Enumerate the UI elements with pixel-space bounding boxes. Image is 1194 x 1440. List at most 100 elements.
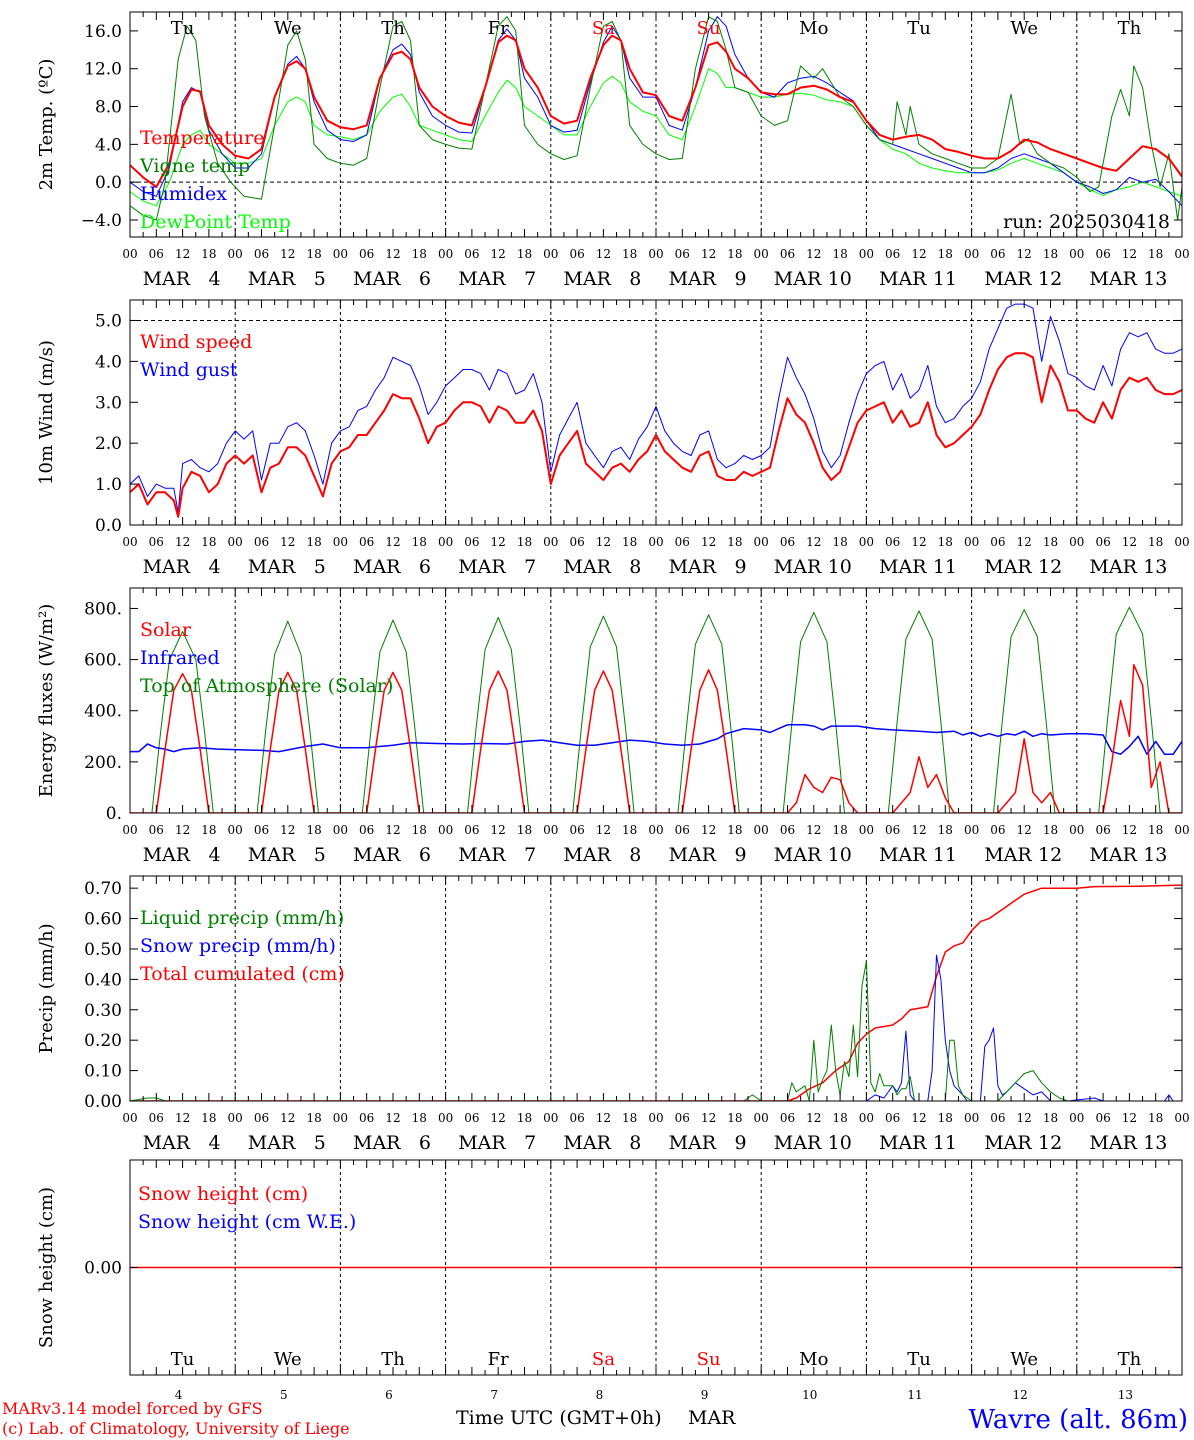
series-line-wind-gust <box>130 303 1182 514</box>
hour-tick-label: 06 <box>1095 1111 1110 1125</box>
day-of-week-label: We <box>1010 1349 1038 1370</box>
hour-tick-label: 06 <box>780 247 795 261</box>
legend-entry: Temperature <box>140 127 264 149</box>
hour-tick-label: 18 <box>622 535 637 549</box>
hour-tick-label: 12 <box>1122 535 1137 549</box>
y-axis-label-energy: Energy fluxes (W/m²) <box>36 604 57 798</box>
hour-tick-label: 18 <box>832 823 847 837</box>
date-month-label: MAR <box>669 1132 717 1154</box>
date-month-label: MAR <box>669 556 717 578</box>
day-of-week-label: Sa <box>592 1349 615 1370</box>
hour-tick-label: 06 <box>990 823 1005 837</box>
series-line-top-of-atmosphere-solar- <box>130 606 1182 813</box>
date-month-label: MAR <box>1089 1132 1137 1154</box>
hour-tick-label: 12 <box>911 823 926 837</box>
hour-tick-label: 06 <box>359 1111 374 1125</box>
date-month-label: MAR <box>984 844 1032 866</box>
date-month-label: MAR <box>458 1132 506 1154</box>
date-day-label: 6 <box>419 556 431 578</box>
x-axis-label: Time UTC (GMT+0h) <box>456 1407 662 1429</box>
hour-tick-label: 00 <box>648 535 663 549</box>
hour-tick-label: 18 <box>727 247 742 261</box>
y-tick-label: 4.0 <box>95 135 122 155</box>
day-of-week-label: Mo <box>799 18 828 39</box>
date-day-label: 11 <box>933 844 957 866</box>
y-axis-label-precip: Precip (mm/h) <box>36 923 57 1053</box>
hour-tick-label: 00 <box>1174 535 1189 549</box>
date-month-label: MAR <box>984 556 1032 578</box>
y-tick-label: 0.60 <box>84 910 122 930</box>
date-month-label: MAR <box>143 556 191 578</box>
run-label: run: 2025030418 <box>1003 211 1170 233</box>
date-month-label: MAR <box>1089 556 1137 578</box>
hour-tick-label: 06 <box>254 535 269 549</box>
date-month-label: MAR <box>774 1132 822 1154</box>
legend-entry: Wind speed <box>140 331 252 353</box>
day-of-week-label: Tu <box>171 1349 195 1370</box>
hour-tick-label: 00 <box>964 247 979 261</box>
day-number-label: 13 <box>1118 1388 1133 1402</box>
date-month-label: MAR <box>774 268 822 290</box>
hour-tick-label: 00 <box>333 535 348 549</box>
hour-tick-label: 00 <box>122 535 137 549</box>
hour-tick-label: 18 <box>201 823 216 837</box>
legend-entry: Solar <box>140 619 192 641</box>
hour-tick-label: 12 <box>491 823 506 837</box>
legend-entry: Vigne temp <box>139 155 250 177</box>
hour-tick-label: 00 <box>122 1111 137 1125</box>
series-line-total-cumulated-cm- <box>130 884 1182 1101</box>
day-of-week-label: Th <box>381 1349 405 1370</box>
date-day-label: 13 <box>1143 1132 1167 1154</box>
hour-tick-label: 00 <box>438 535 453 549</box>
y-tick-label: 0.00 <box>84 1259 122 1279</box>
hour-tick-label: 00 <box>543 823 558 837</box>
date-day-label: 7 <box>524 1132 536 1154</box>
hour-tick-label: 18 <box>1148 823 1163 837</box>
grid-layer <box>130 12 1182 1375</box>
y-axis-label-wind: 10m Wind (m/s) <box>36 340 57 485</box>
series-line-humidex <box>130 16 1182 207</box>
y-tick-label: −4.0 <box>81 211 122 231</box>
date-month-label: MAR <box>669 844 717 866</box>
date-day-label: 10 <box>828 556 852 578</box>
hour-tick-label: 06 <box>359 535 374 549</box>
series-line-snow-precip-mm-h- <box>130 954 1182 1101</box>
y-tick-label: 400. <box>84 702 122 722</box>
hour-tick-label: 06 <box>149 247 164 261</box>
day-number-label: 4 <box>175 1388 183 1402</box>
hour-tick-label: 18 <box>201 247 216 261</box>
day-number-label: 11 <box>907 1388 922 1402</box>
y-tick-label: 0.0 <box>95 173 122 193</box>
y-tick-label: 0.20 <box>84 1031 122 1051</box>
hour-tick-label: 06 <box>464 535 479 549</box>
legend-entry: Snow height (cm) <box>138 1183 308 1205</box>
date-day-label: 8 <box>629 1132 641 1154</box>
day-of-week-label: Su <box>697 18 721 39</box>
hour-tick-label: 12 <box>1122 823 1137 837</box>
hour-tick-label: 06 <box>254 1111 269 1125</box>
day-number-label: 8 <box>596 1388 604 1402</box>
hour-tick-label: 06 <box>675 823 690 837</box>
date-day-label: 11 <box>933 268 957 290</box>
y-tick-label: 0.00 <box>84 1092 122 1112</box>
day-number-label: 6 <box>385 1388 393 1402</box>
hour-tick-label: 00 <box>1069 247 1084 261</box>
hour-tick-label: 06 <box>780 823 795 837</box>
hour-tick-label: 12 <box>911 1111 926 1125</box>
date-day-label: 9 <box>735 556 747 578</box>
hour-tick-label: 12 <box>596 823 611 837</box>
hour-tick-label: 12 <box>701 1111 716 1125</box>
hour-tick-label: 00 <box>228 823 243 837</box>
date-day-label: 9 <box>735 268 747 290</box>
date-day-label: 4 <box>209 844 221 866</box>
hour-tick-label: 18 <box>938 1111 953 1125</box>
date-month-label: MAR <box>143 844 191 866</box>
hour-tick-label: 06 <box>359 247 374 261</box>
y-tick-label: 0.40 <box>84 970 122 990</box>
y-axis-label-temperature: 2m Temp. (ºC) <box>36 59 57 191</box>
hour-tick-label: 06 <box>675 1111 690 1125</box>
hour-tick-label: 18 <box>1043 535 1058 549</box>
footer-copyright: (c) Lab. of Climatology, University of L… <box>2 1419 350 1438</box>
date-day-label: 7 <box>524 844 536 866</box>
hour-tick-label: 00 <box>1174 247 1189 261</box>
